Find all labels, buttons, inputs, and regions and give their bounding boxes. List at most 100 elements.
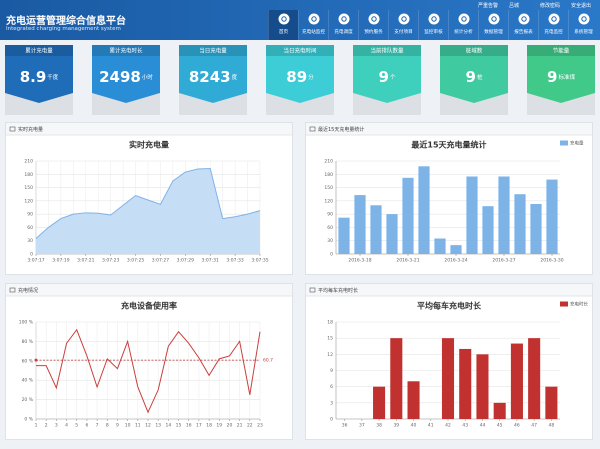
nav-icon bbox=[458, 13, 470, 25]
x-tick-label: 3:07:23 bbox=[102, 258, 119, 264]
nav-label: 充电调度 bbox=[334, 30, 353, 35]
panel-icon bbox=[9, 287, 16, 293]
top-bar: 充电运营管理综合信息平台 Integrated charging managem… bbox=[0, 0, 600, 40]
nav-icon-circle bbox=[578, 13, 590, 25]
x-tick-label: 3 bbox=[55, 423, 58, 429]
card-body bbox=[353, 45, 421, 103]
nav-button[interactable]: 报告报表 bbox=[508, 10, 538, 40]
nav-button[interactable]: 数据管理 bbox=[478, 10, 508, 40]
chart-panel: 平均每车充电时长 平均每车充电时长 0 3 6 9 12 15 18 36 37 38 39 40 41 42… bbox=[305, 283, 593, 440]
nav-icon-circle bbox=[278, 13, 290, 25]
nav-label: 预约服务 bbox=[364, 30, 383, 35]
panel-header bbox=[6, 284, 292, 296]
x-tick-label: 2016-3-30 bbox=[540, 258, 563, 264]
card-value: 9标准煤 bbox=[547, 68, 575, 86]
card-body bbox=[92, 45, 160, 103]
chart-title: 最近15天充电量统计 bbox=[411, 140, 486, 150]
nav-button[interactable]: 充电监控 bbox=[538, 10, 568, 40]
card-label-band bbox=[353, 45, 421, 56]
nav-icon bbox=[548, 13, 560, 25]
nav-icon-glyph bbox=[431, 16, 437, 22]
card-value-number: 89 bbox=[286, 68, 307, 86]
y-tick-label: 30 bbox=[27, 238, 33, 244]
panel-header bbox=[6, 123, 292, 135]
x-tick-label: 42 bbox=[445, 423, 451, 429]
card-body bbox=[527, 45, 595, 103]
x-tick-label: 11 bbox=[135, 423, 141, 429]
nav-icon-glyph bbox=[341, 16, 347, 22]
x-tick-label: 21 bbox=[237, 423, 243, 429]
x-tick-label: 16 bbox=[186, 423, 192, 429]
nav-button[interactable]: 系统管理 bbox=[568, 10, 598, 40]
card-value-number: 9 bbox=[379, 68, 389, 86]
x-tick-label: 20 bbox=[227, 423, 233, 429]
panel-label: 平均每车充电时长 bbox=[318, 287, 358, 294]
card-shadow bbox=[92, 93, 160, 115]
header-link[interactable]: 吕城 bbox=[509, 3, 520, 9]
header-link[interactable]: 安全退出 bbox=[571, 3, 592, 9]
x-tick-label: 3:07:29 bbox=[177, 258, 194, 264]
x-tick-label: 44 bbox=[480, 423, 486, 429]
x-tick-label: 48 bbox=[549, 423, 555, 429]
y-tick-label: 80 % bbox=[22, 339, 34, 345]
y-tick-label: 120 bbox=[324, 198, 333, 204]
legend-swatch bbox=[560, 301, 568, 307]
x-tick-label: 12 bbox=[145, 423, 151, 429]
nav-label: 充电站监控 bbox=[302, 30, 325, 35]
nav-button[interactable]: 充电站监控 bbox=[298, 10, 328, 40]
chart-panel: 充电情况 充电设备使用率 0 % 20 % 40 % 60 % 80 % 100 % 1 2 3 4 5… bbox=[5, 283, 293, 440]
nav-icon-glyph bbox=[311, 16, 317, 22]
chart-title: 平均每车充电时长 bbox=[417, 301, 482, 311]
mark-line-start bbox=[34, 358, 38, 362]
nav-button[interactable]: 充电调度 bbox=[328, 10, 358, 40]
card-shadow bbox=[527, 93, 595, 115]
nav-icon-glyph bbox=[551, 16, 557, 22]
nav-icon bbox=[518, 13, 530, 25]
card-unit: 标准煤 bbox=[558, 73, 575, 81]
kpi-card: 累计充电量 8.9千度 bbox=[5, 45, 73, 115]
kpi-card: 当前排队数量 9个 bbox=[353, 45, 421, 115]
x-tick-label: 47 bbox=[531, 423, 537, 429]
area-line bbox=[35, 168, 261, 239]
panel-label: 充电情况 bbox=[18, 287, 38, 294]
card-value-number: 8.9 bbox=[20, 68, 47, 86]
chart-panel: 实时充电量 实时充电量 0 30 60 90 120 150 180 210 3:07:17 3:07… bbox=[5, 122, 293, 275]
panel-header bbox=[306, 284, 592, 296]
nav-icon-circle bbox=[458, 13, 470, 25]
nav-button[interactable]: 支付项目 bbox=[388, 10, 418, 40]
nav-icon-circle bbox=[518, 13, 530, 25]
nav-icon-circle bbox=[488, 13, 500, 25]
chart: 最近15天充电量统计最近15天充电量统计03060901201501802102… bbox=[306, 123, 592, 264]
bar bbox=[546, 179, 558, 254]
bar bbox=[373, 386, 386, 419]
card-value: 8243度 bbox=[189, 68, 238, 86]
bar bbox=[476, 354, 489, 419]
y-tick-label: 60 % bbox=[22, 358, 34, 364]
x-tick-label: 3:07:21 bbox=[77, 258, 94, 264]
app-title: 充电运营管理综合信息平台 bbox=[6, 16, 126, 27]
x-tick-label: 36 bbox=[342, 423, 348, 429]
y-tick-label: 90 bbox=[27, 212, 33, 218]
header-link[interactable]: 严重告警 bbox=[478, 3, 499, 9]
nav-button[interactable]: 统计分析 bbox=[448, 10, 478, 40]
panel-label: 实时充电量 bbox=[18, 126, 43, 133]
card-label-band bbox=[92, 45, 160, 56]
nav-button[interactable]: 预约服务 bbox=[358, 10, 388, 40]
header-link[interactable]: 修改密码 bbox=[540, 3, 561, 9]
nav-icon bbox=[428, 13, 440, 25]
nav-button[interactable]: 首页 bbox=[268, 10, 298, 40]
nav-label: 充电监控 bbox=[544, 30, 563, 35]
bar bbox=[530, 203, 542, 254]
panel-icon bbox=[309, 126, 316, 132]
y-tick-label: 0 % bbox=[24, 417, 33, 423]
nav-icon-glyph bbox=[281, 16, 287, 22]
nav-button[interactable]: 监控审核 bbox=[418, 10, 448, 40]
nav-icon bbox=[368, 13, 380, 25]
x-tick-label: 46 bbox=[514, 423, 520, 429]
card-unit: 千度 bbox=[47, 73, 59, 81]
bar bbox=[514, 194, 526, 254]
y-tick-label: 3 bbox=[330, 400, 333, 406]
x-tick-label: 3:07:35 bbox=[251, 258, 268, 264]
nav-icon bbox=[278, 13, 290, 25]
